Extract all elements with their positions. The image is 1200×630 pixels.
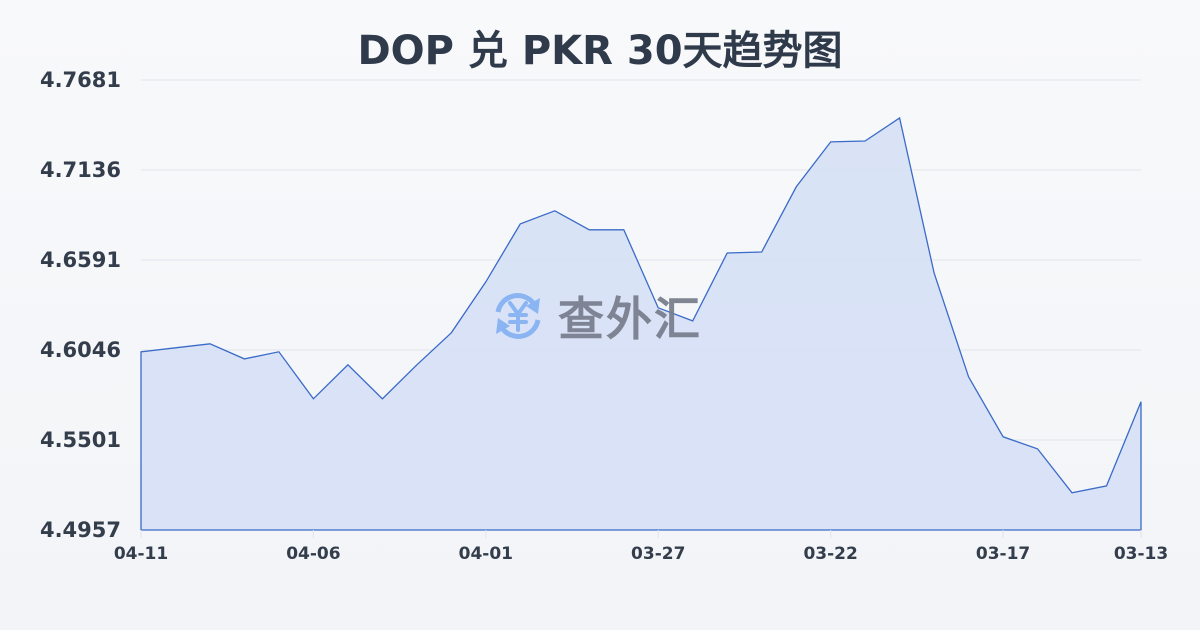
x-tick-label: 03-17 [976, 544, 1030, 564]
watermark: 查外汇 [488, 288, 702, 346]
x-tick-label: 03-13 [1114, 544, 1168, 564]
y-tick-label: 4.6046 [40, 338, 121, 362]
x-tick-label: 04-11 [114, 544, 168, 564]
x-tick-label: 04-06 [286, 544, 340, 564]
y-tick-label: 4.5501 [40, 428, 121, 452]
area-fill [141, 118, 1141, 530]
data-line [140, 116, 1142, 531]
y-tick-label: 4.4957 [40, 518, 121, 542]
x-tick-label: 03-27 [631, 544, 685, 564]
x-axis-labels: 04-11 04-06 04-01 03-27 03-22 03-17 03-13 [114, 530, 1168, 564]
watermark-text: 查外汇 [558, 292, 702, 346]
x-tick-label: 04-01 [459, 544, 513, 564]
y-tick-label: 4.6591 [40, 248, 121, 272]
y-tick-label: 4.7136 [40, 158, 121, 182]
chart-title: DOP 兑 PKR 30天趋势图 [357, 28, 843, 74]
y-axis-labels: 4.7681 4.7136 4.6591 4.6046 4.5501 4.4957 [40, 68, 121, 542]
x-tick-label: 03-22 [803, 544, 857, 564]
y-tick-label: 4.7681 [40, 68, 121, 92]
yen-exchange-icon [495, 293, 541, 339]
